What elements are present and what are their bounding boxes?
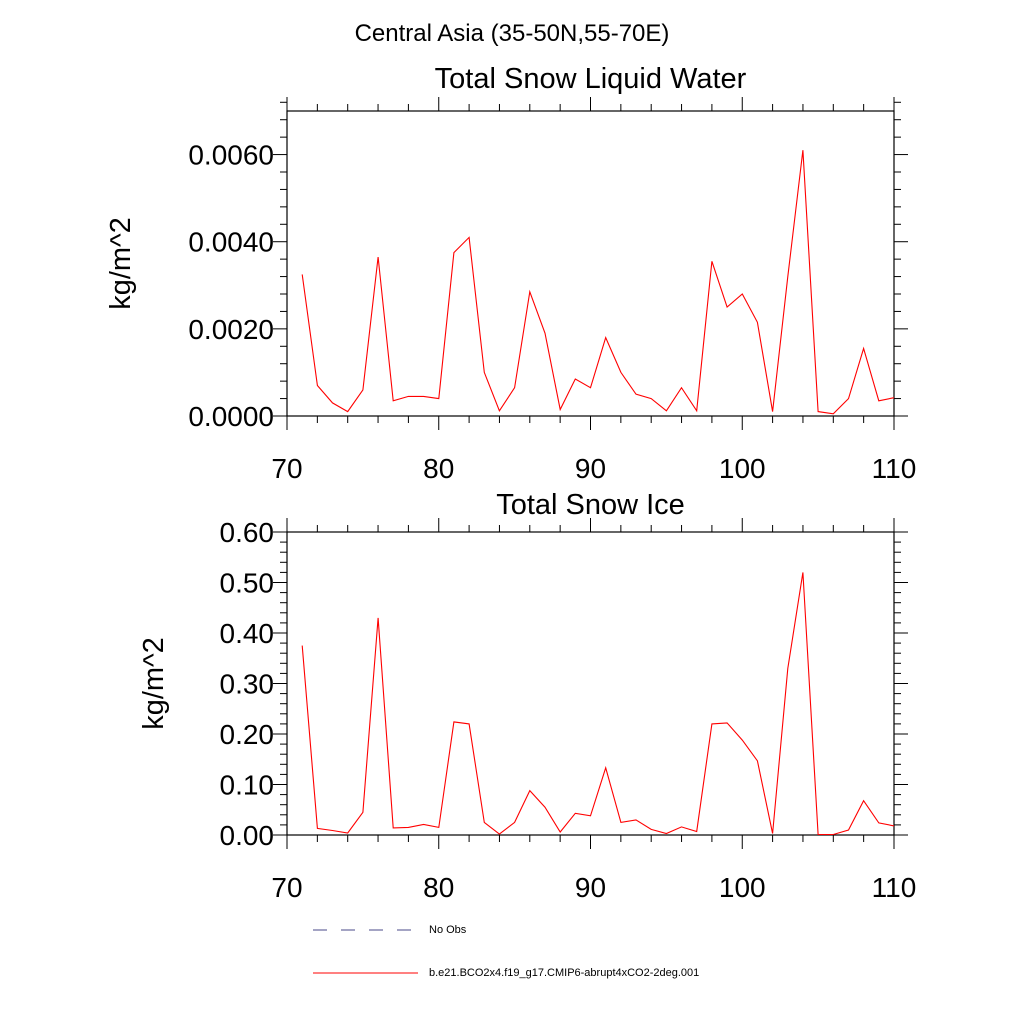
liquid-water-y-tick-label: 0.0060 bbox=[188, 140, 274, 171]
snow-ice-y-tick-label: 0.20 bbox=[220, 719, 275, 750]
snow-ice-y-tick-label: 0.30 bbox=[220, 669, 275, 700]
snow-ice-x-tick-label: 100 bbox=[719, 872, 766, 903]
liquid-water-x-tick-label: 80 bbox=[423, 453, 454, 484]
liquid-water-x-tick-label: 70 bbox=[271, 453, 302, 484]
snow-ice-y-tick-label: 0.50 bbox=[220, 568, 275, 599]
snow-ice-x-tick-label: 70 bbox=[271, 872, 302, 903]
snow-ice-y-tick-label: 0.40 bbox=[220, 618, 275, 649]
legend-no-obs-label: No Obs bbox=[429, 924, 467, 936]
liquid-water-x-tick-label: 100 bbox=[719, 453, 766, 484]
snow-ice-x-tick-label: 90 bbox=[575, 872, 606, 903]
liquid-water-y-tick-label: 0.0000 bbox=[188, 401, 274, 432]
snow-ice-x-tick-label: 80 bbox=[423, 872, 454, 903]
liquid-water-x-tick-label: 110 bbox=[872, 453, 917, 484]
snow-ice-y-tick-label: 0.60 bbox=[220, 517, 275, 548]
snow-ice-series-line bbox=[301, 572, 895, 836]
liquid-water-title: Total Snow Liquid Water bbox=[435, 63, 747, 95]
snow-ice-title: Total Snow Ice bbox=[496, 489, 685, 521]
snow-ice-y-tick-label: 0.10 bbox=[220, 770, 275, 801]
figure-title: Central Asia (35-50N,55-70E) bbox=[355, 20, 670, 47]
liquid-water-y-tick-label: 0.0040 bbox=[188, 227, 274, 258]
legend-model-label: b.e21.BCO2x4.f19_g17.CMIP6-abrupt4xCO2-2… bbox=[429, 967, 699, 979]
snow-liquid-water-panel: Total Snow Liquid Water kg/m^2 70 80 90 100 11… bbox=[105, 63, 916, 484]
liquid-water-y-axis-label: kg/m^2 bbox=[105, 217, 137, 310]
snow-ice-panel: Total Snow Ice kg/m^2 70 80 90 100 110 0.00 0.10… bbox=[138, 489, 916, 903]
snow-ice-y-axis-label: kg/m^2 bbox=[138, 637, 170, 730]
liquid-water-series-line bbox=[301, 150, 895, 415]
liquid-water-y-tick-label: 0.0020 bbox=[188, 314, 274, 345]
snow-ice-x-tick-label: 110 bbox=[872, 872, 917, 903]
snow-ice-y-tick-label: 0.00 bbox=[220, 820, 275, 851]
legend: No Obs b.e21.BCO2x4.f19_g17.CMIP6-abrupt… bbox=[313, 924, 699, 979]
liquid-water-x-tick-label: 90 bbox=[575, 453, 606, 484]
